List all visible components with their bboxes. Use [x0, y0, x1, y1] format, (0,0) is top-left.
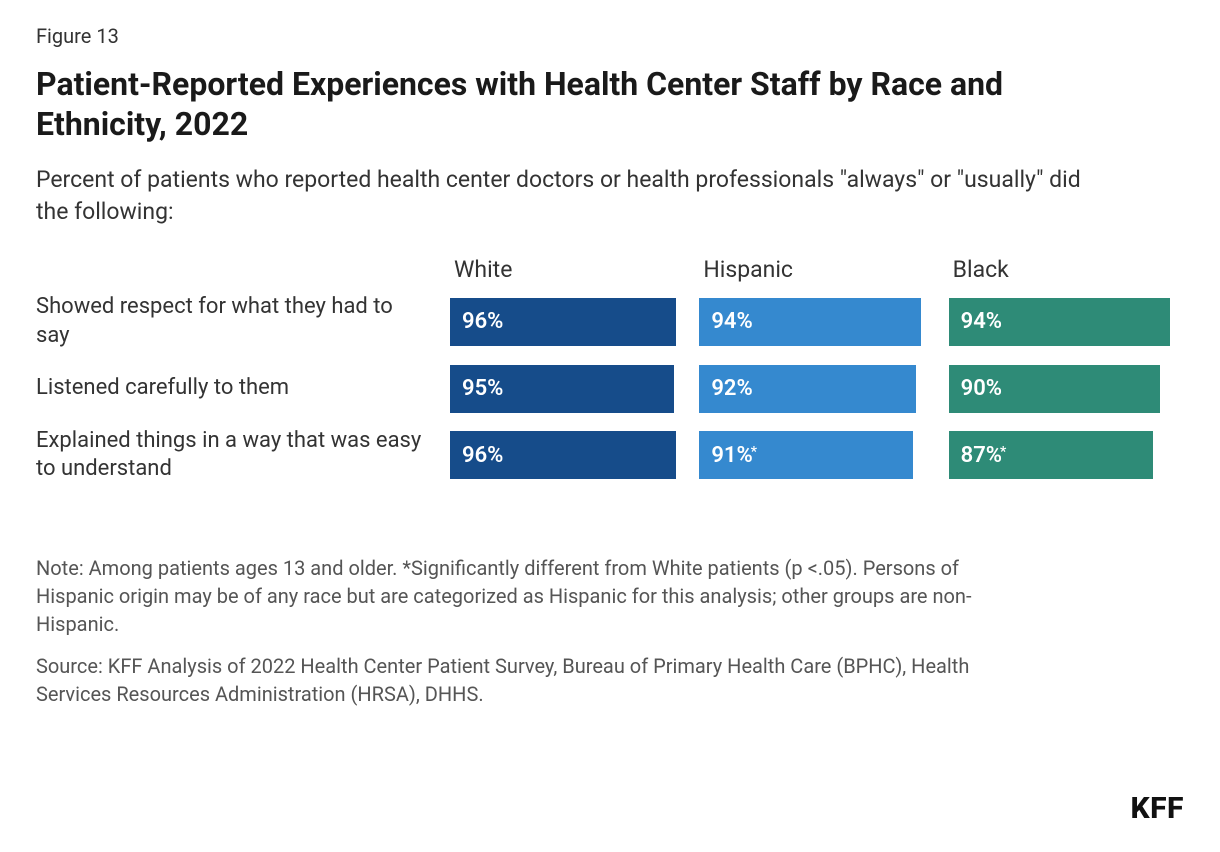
bar-value-label: 96% — [462, 443, 503, 468]
bar-cell: 94% — [699, 298, 934, 346]
bar-track: 91%* — [699, 431, 934, 479]
row-label: Explained things in a way that was easy … — [36, 427, 436, 484]
chart-area: White Hispanic Black Showed respect for … — [36, 256, 1184, 483]
row-label: Showed respect for what they had to say — [36, 293, 436, 350]
bar-value-label: 91%* — [711, 443, 759, 468]
bar-value-label: 92% — [711, 376, 752, 401]
bar-cell: 94% — [949, 298, 1184, 346]
bar-value-label: 94% — [961, 309, 1002, 334]
column-header-hispanic: Hispanic — [699, 256, 934, 293]
bar-fill: 96% — [450, 431, 676, 479]
bar-track: 87%* — [949, 431, 1184, 479]
chart-subtitle: Percent of patients who reported health … — [36, 164, 1086, 228]
bar-fill: 87%* — [949, 431, 1154, 479]
bar-value-label: 94% — [711, 309, 752, 334]
chart-note: Note: Among patients ages 13 and older. … — [36, 554, 1036, 638]
bar-track: 92% — [699, 365, 934, 413]
bar-track: 95% — [450, 365, 685, 413]
bar-fill: 91%* — [699, 431, 913, 479]
bar-cell: 95% — [450, 365, 685, 413]
significance-marker: * — [1000, 444, 1006, 460]
figure-label: Figure 13 — [36, 24, 1184, 48]
row-spacer — [36, 351, 1184, 365]
bar-value-label: 96% — [462, 309, 503, 334]
bar-track: 94% — [699, 298, 934, 346]
bar-fill: 92% — [699, 365, 916, 413]
kff-logo: KFF — [1130, 791, 1184, 826]
column-header-white: White — [450, 256, 685, 293]
bar-cell: 92% — [699, 365, 934, 413]
bar-value-label: 87%* — [961, 443, 1009, 468]
bar-fill: 95% — [450, 365, 674, 413]
bar-value-label: 95% — [462, 376, 503, 401]
bar-value-label: 90% — [961, 376, 1002, 401]
bar-cell: 90% — [949, 365, 1184, 413]
bar-fill: 90% — [949, 365, 1161, 413]
significance-marker: * — [751, 444, 757, 460]
bar-cell: 96% — [450, 298, 685, 346]
chart-source: Source: KFF Analysis of 2022 Health Cent… — [36, 652, 1036, 708]
row-spacer — [36, 413, 1184, 427]
bar-track: 96% — [450, 431, 685, 479]
bar-cell: 87%* — [949, 431, 1184, 479]
bar-track: 94% — [949, 298, 1184, 346]
chart-grid: White Hispanic Black Showed respect for … — [36, 256, 1184, 483]
row-label: Listened carefully to them — [36, 365, 436, 413]
bar-fill: 96% — [450, 298, 676, 346]
bar-cell: 96% — [450, 431, 685, 479]
bar-track: 90% — [949, 365, 1184, 413]
bar-track: 96% — [450, 298, 685, 346]
bar-fill: 94% — [949, 298, 1170, 346]
chart-title: Patient-Reported Experiences with Health… — [36, 64, 1086, 144]
bar-cell: 91%* — [699, 431, 934, 479]
column-header-black: Black — [949, 256, 1184, 293]
bar-fill: 94% — [699, 298, 920, 346]
